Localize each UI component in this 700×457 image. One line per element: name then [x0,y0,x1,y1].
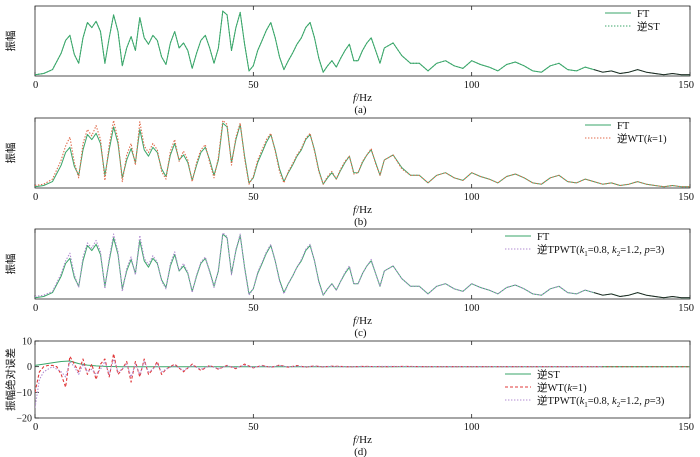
legend-label: 逆TPWT(k1=0.8, k2=1.2, p=3) [537,243,665,258]
legend-label: 逆WT(k=1) [537,381,587,394]
y-axis-label: 振幅 [4,31,17,52]
legend-label: 逆ST [537,368,560,381]
series-line-0 [35,233,690,299]
plot-frame [34,228,691,300]
series-line-1 [35,353,690,393]
series-line-1 [35,119,690,188]
x-tick-label: 150 [678,80,694,91]
series-group [35,232,690,299]
series-group [35,353,690,408]
y-axis-label: 振幅 [4,143,17,164]
y-axis-label: 振幅绝对误差 [4,348,17,411]
chart-panel-d: 0 50 100 150 −20 −10 0 10 振幅绝对误差 f/Hz(d) 逆ST逆WT(k=… [4,337,694,457]
series-line-1 [35,10,595,76]
x-tick-label: 100 [464,80,480,91]
x-tick-label: 0 [33,303,38,314]
y-axis-label: 振幅 [4,254,17,275]
plot-frame [34,5,691,77]
legend-label: FT [537,232,550,243]
legend-label: 逆TPWT(k1=0.8, k2=1.2, p=3) [537,394,665,409]
x-tick-label: 150 [678,303,694,314]
x-axis-label: f/Hz [353,92,372,104]
series-tail [593,292,690,299]
series-group [35,10,690,76]
x-tick-label: 50 [248,303,259,314]
panel-label: (c) [354,327,367,339]
x-tick-label: 150 [678,192,694,203]
plot-frame [34,117,691,189]
legend-label: FT [617,121,630,132]
x-tick-label: 100 [464,303,480,314]
y-tick-label: −10 [16,388,32,399]
x-tick-label: 0 [33,422,38,433]
series-line-2 [35,358,603,408]
x-tick-label: 0 [33,80,38,91]
panel-label: (a) [354,104,367,116]
x-tick-label: 50 [248,192,259,203]
series-tail [593,69,690,76]
x-tick-label: 100 [464,422,480,433]
legend-label: 逆ST [637,20,660,33]
x-axis-label: f/Hz [353,315,372,327]
panel-label: (d) [354,446,367,457]
x-tick-label: 100 [464,192,480,203]
plot-frame [34,340,691,419]
series-line-0 [35,360,690,368]
x-axis-label: f/Hz [353,434,372,446]
x-tick-label: 150 [678,422,694,433]
x-axis-label: f/Hz [353,204,372,216]
legend-label: 逆WT(k=1) [617,132,667,145]
x-tick-label: 0 [33,192,38,203]
panel-label: (b) [354,216,367,228]
x-tick-label: 50 [248,80,259,91]
y-tick-label: 10 [22,337,32,348]
y-tick-label: −20 [16,414,32,425]
series-line-1 [35,232,595,298]
y-tick-label: 0 [27,362,32,373]
x-tick-label: 50 [248,422,259,433]
legend-label: FT [637,9,650,20]
series-group [35,119,690,188]
